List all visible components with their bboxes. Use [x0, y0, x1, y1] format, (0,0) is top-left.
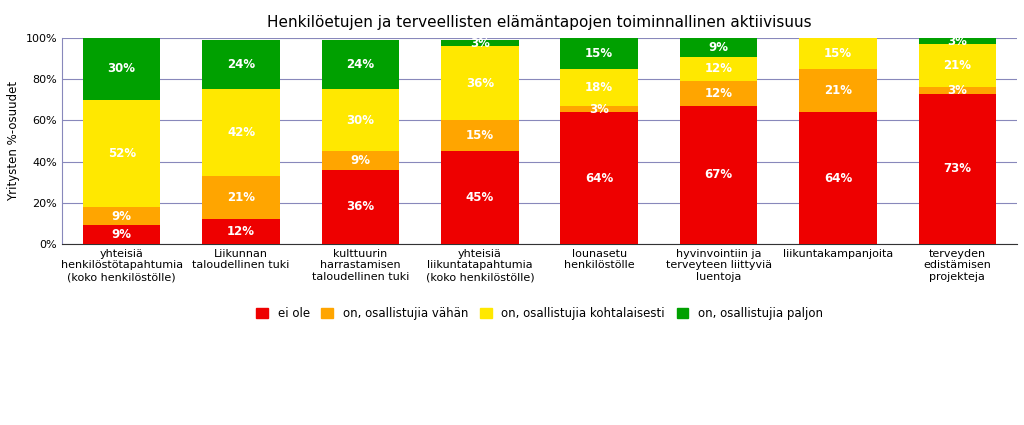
Legend: ei ole, on, osallistujia vähän, on, osallistujia kohtalaisesti, on, osallistujia: ei ole, on, osallistujia vähän, on, osal… — [252, 302, 827, 325]
Bar — [83, 207, 161, 226]
Bar — [680, 106, 758, 244]
Bar — [680, 57, 758, 81]
Text: 24%: 24% — [227, 58, 255, 71]
Bar — [560, 38, 638, 69]
Text: 9%: 9% — [709, 41, 729, 54]
Text: 45%: 45% — [466, 191, 494, 204]
Bar — [919, 44, 996, 88]
Text: 64%: 64% — [824, 172, 852, 184]
Text: 21%: 21% — [824, 84, 852, 97]
Text: 67%: 67% — [705, 168, 732, 181]
Bar — [441, 46, 518, 120]
Text: 73%: 73% — [943, 162, 972, 176]
Text: 3%: 3% — [589, 102, 609, 116]
Text: 15%: 15% — [824, 47, 852, 60]
Text: 9%: 9% — [350, 154, 371, 167]
Bar — [799, 112, 877, 244]
Bar — [203, 176, 280, 219]
Text: 9%: 9% — [112, 228, 132, 241]
Title: Henkilöetujen ja terveellisten elämäntapojen toiminnallinen aktiivisuus: Henkilöetujen ja terveellisten elämäntap… — [267, 15, 812, 30]
Text: 21%: 21% — [227, 191, 255, 204]
Bar — [560, 106, 638, 112]
Text: 15%: 15% — [585, 47, 613, 60]
Bar — [322, 151, 399, 170]
Bar — [680, 81, 758, 106]
Bar — [83, 226, 161, 244]
Text: 3%: 3% — [947, 34, 968, 48]
Y-axis label: Yritysten %-osuudet: Yritysten %-osuudet — [7, 81, 19, 201]
Bar — [799, 38, 877, 69]
Bar — [799, 69, 877, 112]
Text: 21%: 21% — [943, 60, 972, 72]
Text: 3%: 3% — [470, 37, 489, 50]
Text: 3%: 3% — [947, 84, 968, 97]
Bar — [560, 112, 638, 244]
Text: 12%: 12% — [227, 225, 255, 238]
Bar — [203, 90, 280, 176]
Text: 36%: 36% — [466, 77, 494, 90]
Bar — [919, 94, 996, 244]
Bar — [799, 7, 877, 38]
Bar — [322, 40, 399, 90]
Text: 52%: 52% — [108, 147, 136, 160]
Text: 15%: 15% — [466, 129, 494, 142]
Text: 9%: 9% — [112, 210, 132, 223]
Bar — [441, 151, 518, 244]
Bar — [560, 69, 638, 106]
Text: 18%: 18% — [585, 81, 613, 94]
Text: 42%: 42% — [227, 126, 255, 139]
Bar — [441, 40, 518, 46]
Text: 36%: 36% — [346, 201, 375, 213]
Text: 12%: 12% — [705, 62, 732, 75]
Bar — [83, 38, 161, 100]
Bar — [203, 40, 280, 90]
Bar — [441, 120, 518, 151]
Bar — [919, 38, 996, 44]
Text: 12%: 12% — [705, 87, 732, 100]
Text: 24%: 24% — [346, 58, 375, 71]
Bar — [83, 100, 161, 207]
Text: 30%: 30% — [346, 114, 375, 127]
Bar — [680, 38, 758, 57]
Text: 64%: 64% — [585, 172, 613, 184]
Bar — [322, 90, 399, 151]
Bar — [322, 170, 399, 244]
Bar — [203, 219, 280, 244]
Text: 15%: 15% — [824, 16, 852, 29]
Bar — [919, 88, 996, 94]
Text: 30%: 30% — [108, 62, 135, 75]
